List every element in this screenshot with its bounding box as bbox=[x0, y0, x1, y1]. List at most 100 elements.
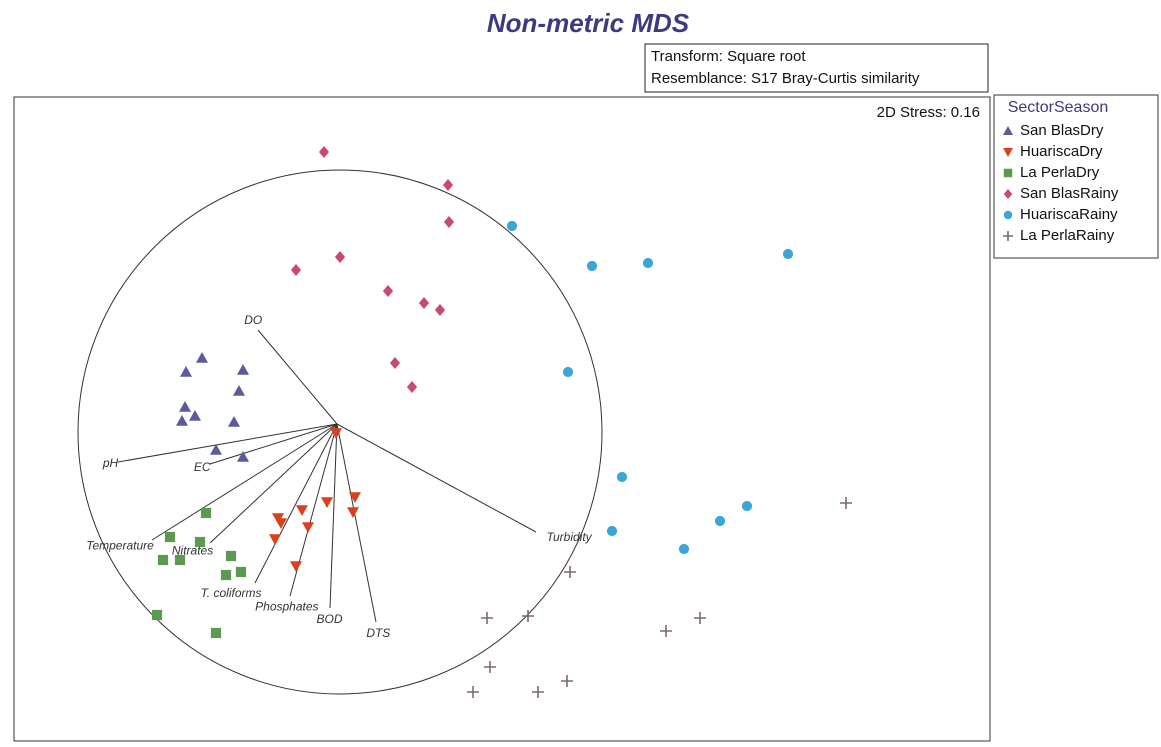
vector-label: DTS bbox=[366, 626, 390, 640]
vector bbox=[209, 423, 338, 465]
vector bbox=[329, 423, 338, 609]
vector-label: BOD bbox=[317, 612, 343, 626]
stress-label: 2D Stress: 0.16 bbox=[877, 104, 980, 121]
point bbox=[275, 518, 287, 529]
point bbox=[484, 661, 496, 673]
legend-label: La PerlaDry bbox=[1020, 164, 1100, 181]
point bbox=[564, 566, 576, 578]
point bbox=[157, 554, 169, 566]
point bbox=[296, 505, 308, 516]
point bbox=[522, 610, 534, 622]
vector-label: DO bbox=[244, 313, 262, 327]
vector bbox=[209, 423, 338, 544]
point bbox=[443, 216, 455, 228]
point bbox=[174, 554, 186, 566]
point bbox=[210, 444, 222, 455]
point bbox=[467, 686, 479, 698]
point bbox=[176, 415, 188, 426]
point bbox=[321, 497, 333, 508]
point bbox=[586, 260, 598, 272]
legend-marker bbox=[1003, 126, 1013, 135]
point bbox=[189, 410, 201, 421]
point bbox=[318, 146, 330, 158]
legend-box bbox=[993, 94, 1159, 259]
vector-label: Temperature bbox=[86, 539, 154, 553]
legend-label: San BlasDry bbox=[1020, 122, 1104, 139]
point bbox=[228, 416, 240, 427]
plot-frame bbox=[13, 96, 991, 742]
vector bbox=[336, 423, 377, 623]
vector-label: T. coliforms bbox=[201, 586, 262, 600]
point bbox=[714, 515, 726, 527]
point bbox=[840, 497, 852, 509]
point bbox=[694, 612, 706, 624]
point bbox=[233, 385, 245, 396]
annotation: Resemblance: S17 Bray-Curtis similarity bbox=[651, 70, 920, 87]
vector-label: pH bbox=[102, 456, 119, 470]
point bbox=[382, 285, 394, 297]
vector bbox=[289, 423, 338, 597]
vector-label: Turbidity bbox=[547, 530, 593, 544]
point bbox=[741, 500, 753, 512]
point bbox=[334, 251, 346, 263]
point bbox=[782, 248, 794, 260]
vector bbox=[254, 423, 338, 584]
point bbox=[347, 507, 359, 518]
point bbox=[418, 297, 430, 309]
legend-marker bbox=[1003, 148, 1013, 157]
point bbox=[506, 220, 518, 232]
vector-label: EC bbox=[194, 460, 211, 474]
legend-marker bbox=[1003, 231, 1013, 241]
legend-marker bbox=[1003, 168, 1013, 178]
correlation-circle bbox=[77, 169, 603, 695]
point bbox=[406, 381, 418, 393]
point bbox=[237, 364, 249, 375]
point bbox=[196, 352, 208, 363]
point bbox=[290, 264, 302, 276]
vector bbox=[151, 423, 338, 541]
point bbox=[349, 492, 361, 503]
vector bbox=[117, 423, 338, 463]
point bbox=[235, 566, 247, 578]
point bbox=[151, 609, 163, 621]
legend-label: La PerlaRainy bbox=[1020, 227, 1115, 244]
point bbox=[179, 401, 191, 412]
point bbox=[330, 428, 342, 439]
point bbox=[164, 531, 176, 543]
point bbox=[678, 543, 690, 555]
point bbox=[389, 357, 401, 369]
vector bbox=[257, 329, 338, 425]
legend-marker bbox=[1003, 189, 1013, 199]
legend-label: HuariscaRainy bbox=[1020, 206, 1118, 223]
point bbox=[302, 522, 314, 533]
annotation-box bbox=[644, 43, 989, 93]
point bbox=[442, 179, 454, 191]
point bbox=[616, 471, 628, 483]
point bbox=[180, 366, 192, 377]
vector-label: Phosphates bbox=[255, 600, 318, 614]
point bbox=[481, 612, 493, 624]
point bbox=[200, 507, 212, 519]
point bbox=[532, 686, 544, 698]
point bbox=[225, 550, 237, 562]
legend-label: HuariscaDry bbox=[1020, 143, 1103, 160]
point bbox=[660, 625, 672, 637]
point bbox=[210, 627, 222, 639]
point bbox=[434, 304, 446, 316]
annotation: Transform: Square root bbox=[651, 48, 806, 65]
point bbox=[290, 561, 302, 572]
point bbox=[606, 525, 618, 537]
point bbox=[269, 534, 281, 545]
point bbox=[194, 536, 206, 548]
legend-marker bbox=[1003, 210, 1013, 220]
point bbox=[237, 451, 249, 462]
point bbox=[562, 366, 574, 378]
legend-title: SectorSeason bbox=[1008, 99, 1109, 116]
point bbox=[220, 569, 232, 581]
vector bbox=[336, 423, 537, 533]
point bbox=[642, 257, 654, 269]
chart-title: Non-metric MDS bbox=[487, 8, 690, 38]
point bbox=[561, 675, 573, 687]
legend-label: San BlasRainy bbox=[1020, 185, 1119, 202]
